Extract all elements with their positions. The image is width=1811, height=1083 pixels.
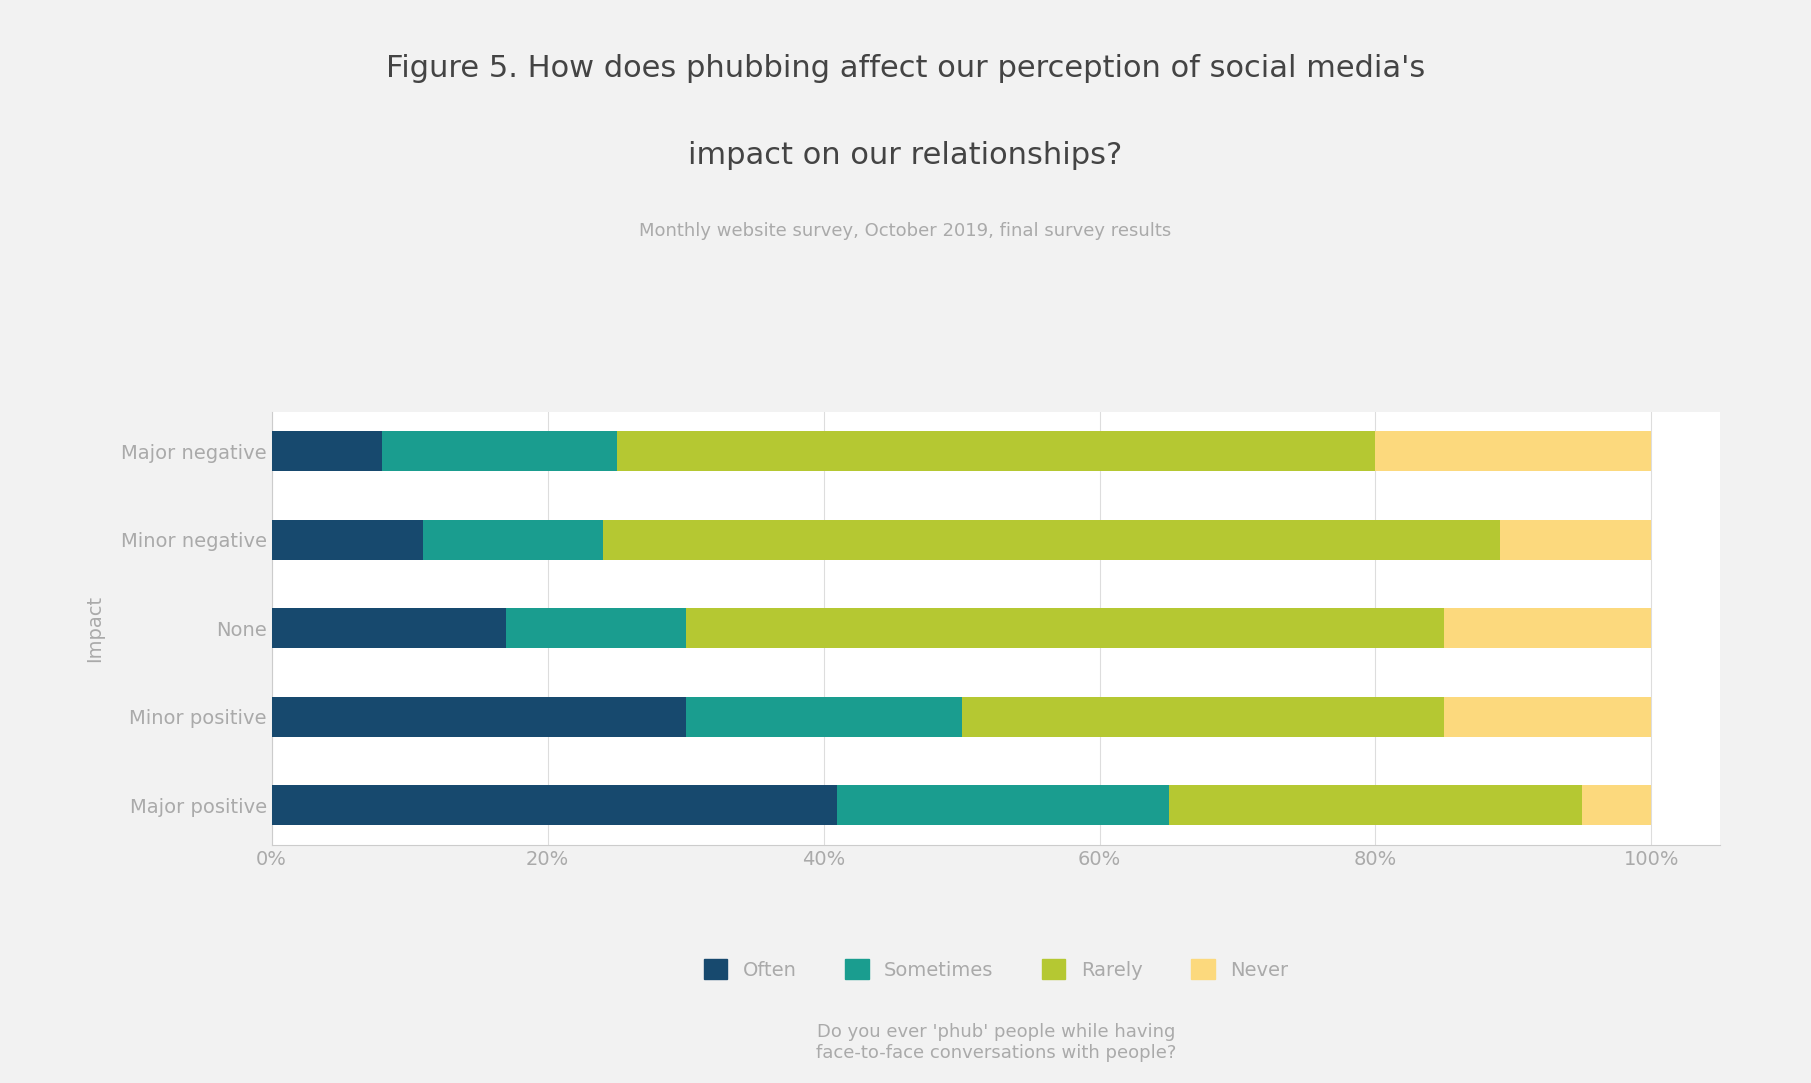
Bar <box>962 696 1445 736</box>
Y-axis label: Impact: Impact <box>85 595 103 662</box>
Bar <box>1500 520 1652 560</box>
Bar <box>603 520 1500 560</box>
Bar <box>507 609 686 648</box>
Bar <box>837 785 1168 825</box>
Bar <box>272 431 382 471</box>
Bar <box>272 609 507 648</box>
Bar <box>272 785 837 825</box>
Text: Figure 5. How does phubbing affect our perception of social media's: Figure 5. How does phubbing affect our p… <box>386 54 1425 83</box>
Text: impact on our relationships?: impact on our relationships? <box>688 141 1123 170</box>
Text: Monthly website survey, October 2019, final survey results: Monthly website survey, October 2019, fi… <box>639 222 1172 240</box>
Bar <box>1445 696 1652 736</box>
Text: Do you ever 'phub' people while having
face-to-face conversations with people?: Do you ever 'phub' people while having f… <box>817 1023 1175 1062</box>
Legend: Often, Sometimes, Rarely, Never: Often, Sometimes, Rarely, Never <box>694 950 1298 990</box>
Bar <box>686 696 962 736</box>
Bar <box>686 609 1445 648</box>
Bar <box>424 520 603 560</box>
Bar <box>1168 785 1583 825</box>
Bar <box>382 431 616 471</box>
Bar <box>1376 431 1652 471</box>
Bar <box>272 696 686 736</box>
Bar <box>616 431 1376 471</box>
Bar <box>272 520 424 560</box>
Bar <box>1583 785 1652 825</box>
Bar <box>1445 609 1652 648</box>
